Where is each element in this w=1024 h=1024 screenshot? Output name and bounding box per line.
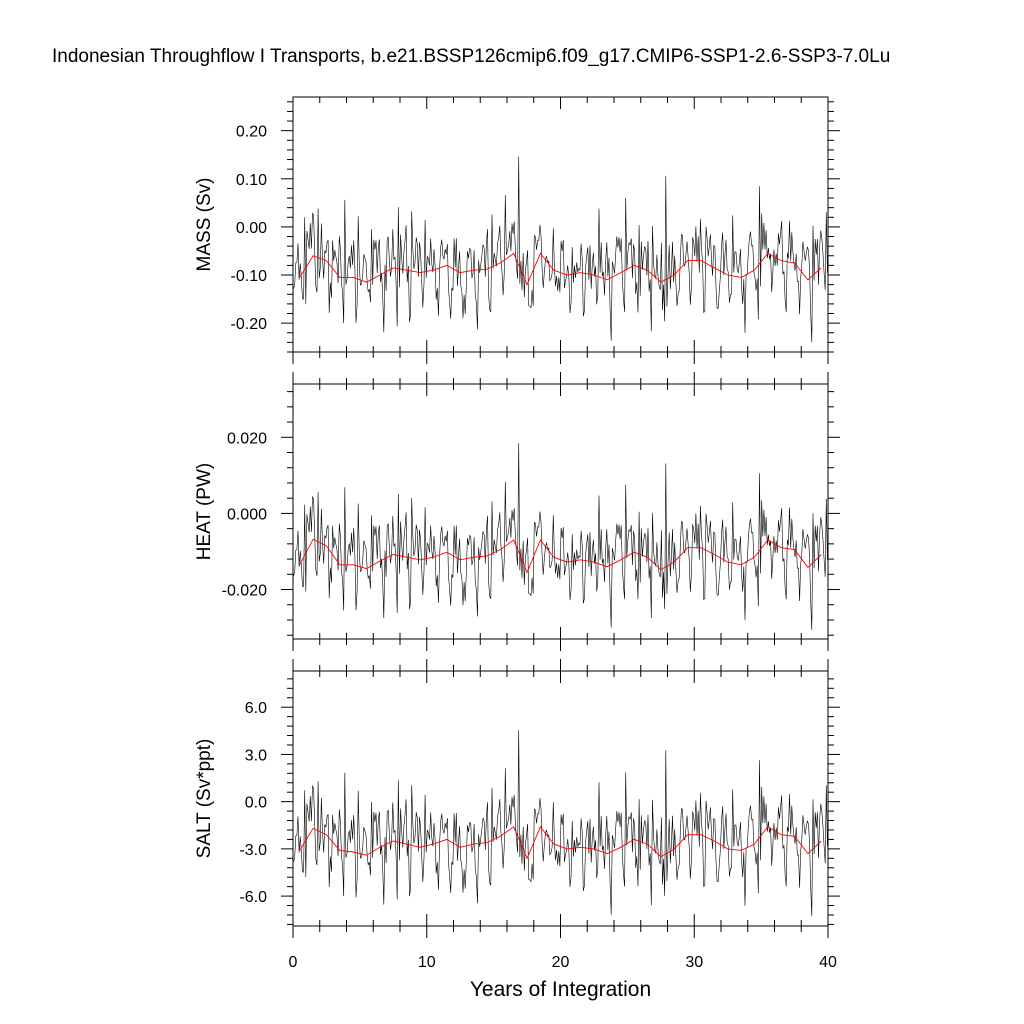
heat-ytick-label: 0.020 bbox=[227, 430, 267, 447]
salt-xtick-label: 10 bbox=[418, 954, 436, 971]
salt-ytick-label: -6.0 bbox=[239, 889, 267, 906]
salt-panel: -6.0 -3.0 0.0 3.0 6.0 SALT (Sv*ppt) 0 10 20 30 40 Y… bbox=[194, 659, 840, 1001]
heat-ytick-label: -0.020 bbox=[222, 583, 267, 600]
salt-annual-mean-line bbox=[299, 825, 822, 860]
salt-ytick-label: -3.0 bbox=[239, 842, 267, 859]
salt-ylabel: SALT (Sv*ppt) bbox=[194, 739, 215, 859]
mass-ylabel: MASS (Sv) bbox=[194, 178, 215, 272]
mass-annual-mean-line bbox=[299, 252, 822, 286]
heat-panel: -0.020 0.000 0.020 HEAT (PW) bbox=[194, 372, 840, 651]
heat-annual-mean-line bbox=[299, 538, 822, 574]
heat-ylabel: HEAT (PW) bbox=[194, 463, 215, 560]
salt-monthly-series-line bbox=[293, 730, 828, 917]
mass-ytick-label: 0.10 bbox=[236, 172, 267, 189]
chart-title: Indonesian Throughflow I Transports, b.e… bbox=[52, 46, 891, 67]
heat-monthly-series-line bbox=[293, 443, 828, 630]
heat-frame bbox=[292, 383, 829, 640]
salt-ytick-label: 0.0 bbox=[245, 795, 267, 812]
mass-ytick-label: 0.20 bbox=[236, 124, 267, 141]
salt-frame bbox=[292, 670, 829, 927]
salt-ytick-label: 6.0 bbox=[245, 700, 267, 717]
mass-ytick-label: -0.10 bbox=[231, 268, 268, 285]
mass-frame bbox=[292, 96, 829, 353]
mass-ytick-label: -0.20 bbox=[231, 316, 268, 333]
mass-panel: -0.20 -0.10 0.00 0.10 0.20 MASS (Sv) bbox=[194, 96, 840, 364]
mass-monthly-series-line bbox=[293, 156, 828, 343]
x-axis-label: Years of Integration bbox=[470, 978, 651, 1001]
heat-ytick-label: 0.000 bbox=[227, 506, 267, 523]
salt-xtick-label: 40 bbox=[819, 954, 837, 971]
salt-ytick-label: 3.0 bbox=[245, 747, 267, 764]
salt-xtick-label: 20 bbox=[552, 954, 570, 971]
mass-ytick-label: 0.00 bbox=[236, 220, 267, 237]
salt-xtick-label: 0 bbox=[289, 954, 298, 971]
salt-xtick-label: 30 bbox=[685, 954, 703, 971]
